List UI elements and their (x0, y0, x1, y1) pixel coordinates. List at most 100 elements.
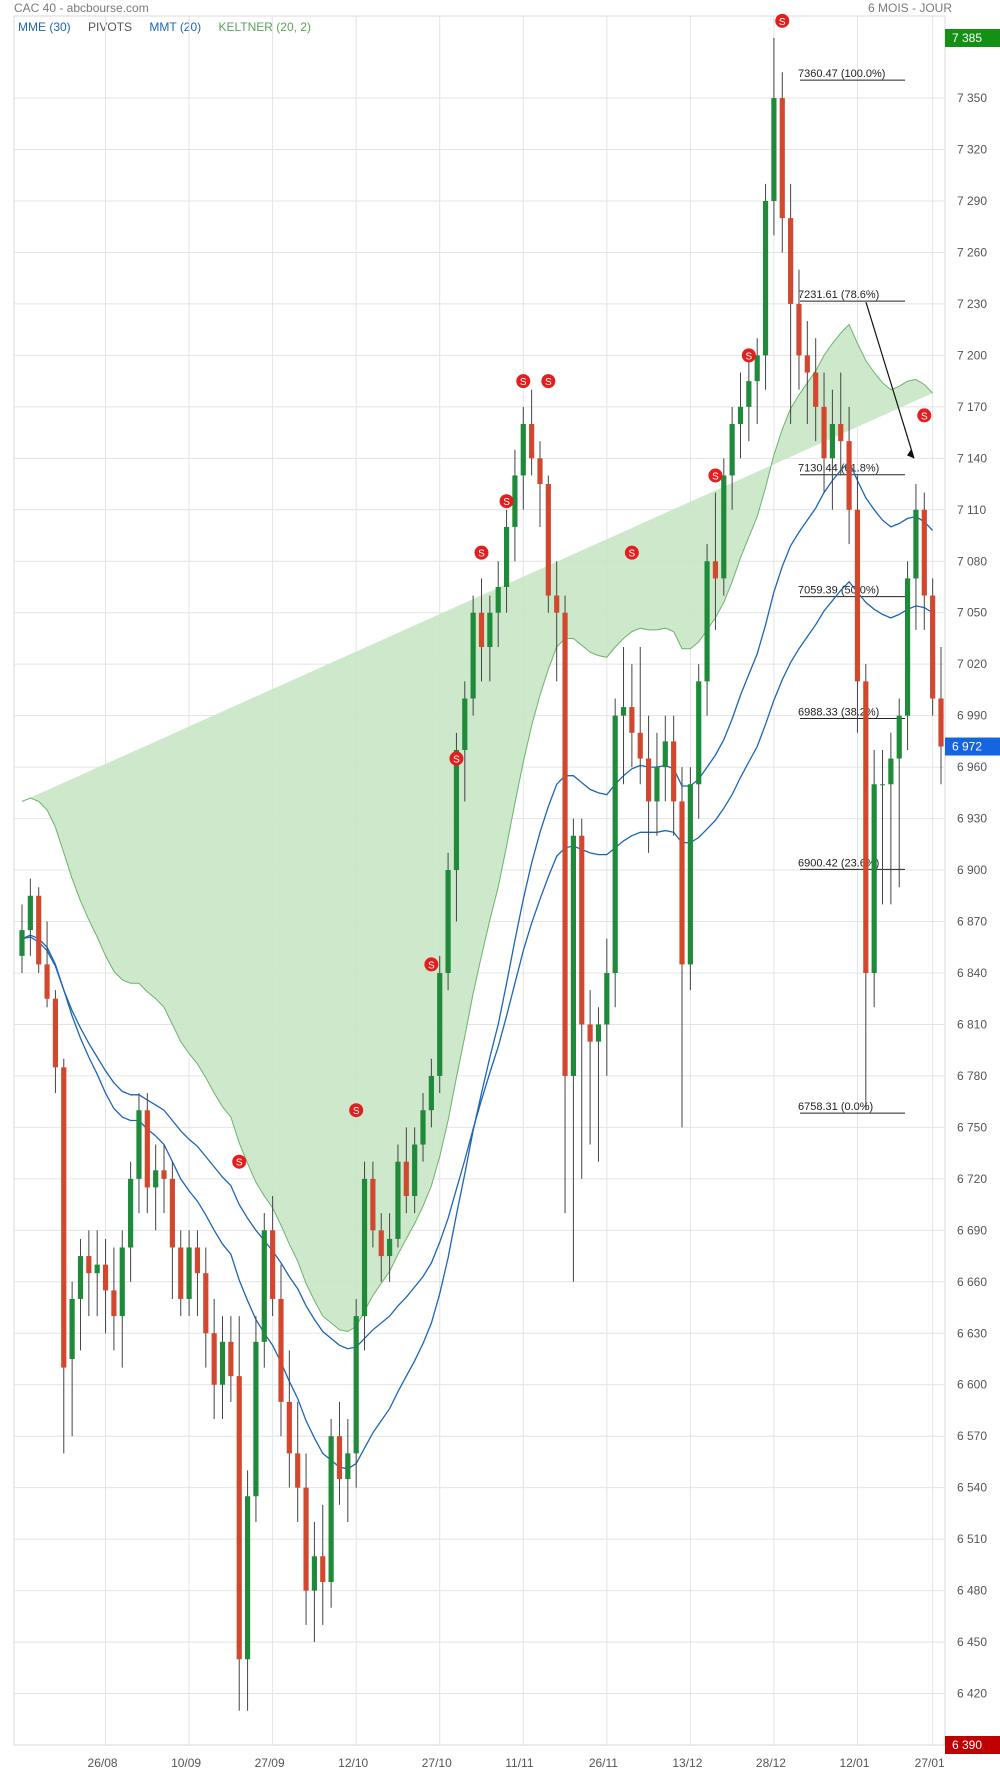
candle (228, 1316, 234, 1402)
candle (537, 441, 543, 527)
candle (529, 389, 535, 476)
candle (579, 818, 585, 1179)
candle-body (94, 1264, 100, 1274)
signal-label: S (712, 471, 719, 482)
candle-body (295, 1453, 301, 1488)
y-tick-label: 7 170 (957, 400, 987, 414)
price-label-box (945, 29, 1000, 47)
candle-body (44, 964, 50, 999)
candle (503, 509, 510, 613)
candle (136, 1093, 142, 1214)
period-label[interactable]: 6 MOIS - JOUR (867, 1, 952, 15)
candle (821, 372, 827, 493)
candle-body (679, 801, 685, 965)
candle-body (119, 1247, 125, 1317)
candle-body (662, 741, 668, 768)
candle-body (495, 586, 501, 613)
x-tick-label: 12/10 (338, 1756, 368, 1770)
legend-mme[interactable]: MME (30) (18, 20, 71, 34)
y-tick-label: 6 420 (957, 1687, 987, 1701)
candle (813, 338, 819, 442)
candle-body (378, 1230, 384, 1257)
candle-body (228, 1341, 234, 1377)
legend-mmt[interactable]: MMT (20) (149, 20, 202, 34)
candle (737, 372, 744, 459)
candle (153, 1144, 159, 1231)
fibonacci-label: 7130.44 (61.8%) (798, 463, 879, 475)
y-tick-label: 7 110 (957, 503, 986, 517)
candle (829, 389, 835, 510)
candle (771, 38, 777, 236)
candle (36, 887, 42, 973)
signal-marker (349, 1103, 364, 1118)
candle (169, 1161, 175, 1299)
candle (86, 1230, 92, 1317)
candle-body (186, 1247, 192, 1299)
candle-body (620, 707, 627, 716)
candle (94, 1230, 100, 1317)
signal-marker (424, 957, 439, 972)
candle-body (462, 698, 468, 750)
candle (938, 647, 944, 785)
candle (520, 406, 526, 510)
candle-body (52, 998, 59, 1068)
candle-body (921, 509, 927, 596)
candle-body (804, 355, 810, 373)
candle (612, 698, 618, 1008)
candle-body (671, 741, 677, 802)
candle (762, 183, 769, 390)
legend-pivots[interactable]: PIVOTS (88, 20, 133, 34)
candle (336, 1401, 343, 1505)
candle (587, 990, 593, 1145)
candle-body (286, 1401, 292, 1454)
candle (261, 1213, 267, 1368)
candle (353, 1298, 359, 1488)
candle (345, 1419, 351, 1522)
candle-body (545, 484, 551, 596)
price-label: 7 385 (952, 31, 982, 45)
candle-body (153, 1170, 159, 1188)
candle (888, 732, 894, 905)
y-tick-label: 6 720 (957, 1172, 987, 1186)
candle-body (537, 458, 543, 485)
candle (52, 990, 59, 1094)
signal-label: S (236, 1158, 243, 1169)
candle-body (478, 612, 485, 648)
candle (361, 1161, 368, 1351)
candle-body (854, 509, 861, 682)
candle-body (487, 612, 493, 648)
x-tick-label: 26/11 (589, 1756, 618, 1770)
x-tick-label: 26/08 (88, 1756, 118, 1770)
candle-body (579, 835, 585, 1025)
signal-label: S (629, 549, 636, 560)
candle (161, 1144, 167, 1214)
candle-body (629, 707, 635, 733)
candle (871, 749, 877, 1008)
candle-body (879, 784, 886, 786)
candle (278, 1264, 284, 1437)
signal-marker (741, 348, 756, 363)
candle (629, 664, 635, 768)
signal-label: S (503, 497, 510, 508)
candle-body (19, 930, 25, 956)
candle-body (762, 200, 769, 356)
candle-body (746, 381, 752, 407)
candle-body (512, 475, 518, 527)
legend-keltner[interactable]: KELTNER (20, 2) (218, 20, 311, 34)
candle-body (529, 424, 535, 459)
candle (387, 1213, 393, 1282)
candle-body (904, 578, 911, 716)
trend-arrow-line (865, 302, 915, 459)
candle-body (754, 355, 760, 382)
candle-body (888, 758, 894, 785)
candle (69, 1281, 75, 1437)
candle (562, 595, 568, 1214)
candle-body (420, 1110, 426, 1145)
candle (930, 578, 936, 716)
candle-body (554, 595, 560, 613)
keltner-band (21, 323, 933, 1333)
candle (328, 1419, 334, 1608)
signal-label: S (779, 17, 786, 28)
candle (61, 1058, 67, 1454)
